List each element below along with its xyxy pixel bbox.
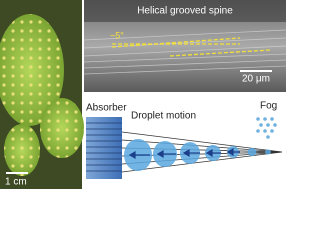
absorber-label: Absorber [86, 103, 127, 114]
sem-grooves [83, 29, 286, 75]
angle-label: ~5° [110, 30, 124, 40]
absorber [86, 117, 122, 179]
sem-dark-band [84, 0, 286, 22]
scale-bar-label: 20 μm [242, 74, 270, 85]
cactus-areoles [40, 98, 84, 158]
scale-bar [6, 172, 28, 174]
cactus-areoles [0, 14, 64, 126]
fog-label: Fog [260, 101, 277, 112]
sem-panel: Helical grooved spine ~5° 20 μm [83, 0, 286, 92]
page: {"panels": { "photo": {"scale_bar": "1 c… [0, 0, 286, 189]
motion-arrows [128, 147, 240, 160]
sem-title: Helical grooved spine [137, 6, 233, 17]
figure: 1 cm Helical grooved spine ~5° 20 μm Abs… [0, 0, 286, 189]
diagram-panel: Absorber Droplet motion Fog [86, 101, 283, 179]
absorber-stripes [86, 122, 122, 172]
fog-droplets [256, 117, 277, 139]
scale-bar-label: 1 cm [5, 177, 27, 188]
motion-label: Droplet motion [131, 111, 196, 122]
scale-bar [240, 70, 272, 72]
photo-panel: 1 cm [0, 0, 84, 189]
helix-guides [111, 37, 271, 57]
droplets [124, 139, 271, 171]
cactus-areoles [4, 124, 40, 176]
